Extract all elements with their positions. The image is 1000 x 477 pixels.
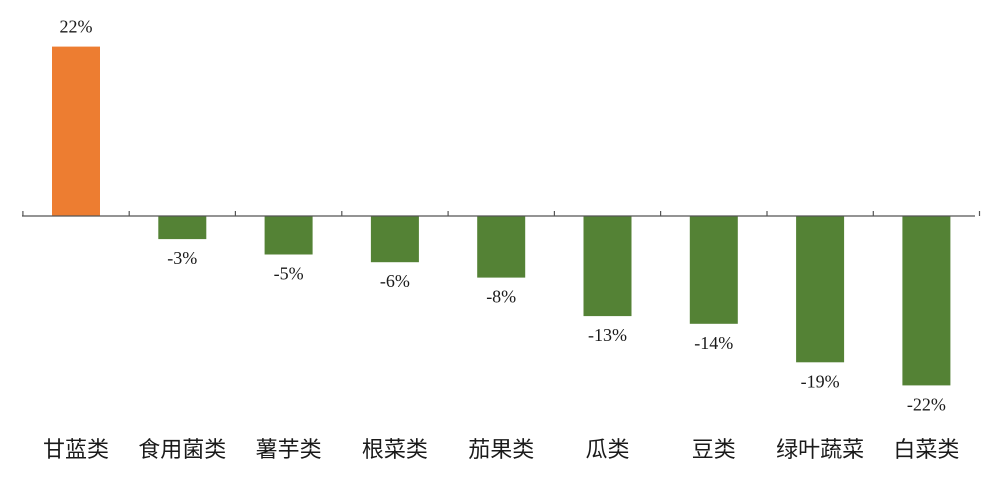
category-label-7: 绿叶蔬菜 bbox=[776, 438, 864, 463]
bar-2 bbox=[264, 216, 313, 255]
category-label-3: 根菜类 bbox=[362, 438, 428, 463]
bar-8 bbox=[902, 216, 951, 386]
data-label-1: -3% bbox=[167, 248, 197, 268]
category-label-5: 瓜类 bbox=[585, 438, 629, 463]
data-label-5: -13% bbox=[588, 325, 627, 345]
bar-4 bbox=[477, 216, 526, 278]
category-label-8: 白菜类 bbox=[893, 438, 959, 463]
category-label-0: 甘蓝类 bbox=[43, 438, 109, 463]
bar-3 bbox=[370, 216, 419, 263]
bar-6 bbox=[689, 216, 738, 324]
bar-1 bbox=[158, 216, 207, 240]
data-label-7: -19% bbox=[801, 371, 840, 391]
data-label-4: -8% bbox=[486, 287, 516, 307]
bars-layer bbox=[52, 46, 951, 386]
data-label-0: 22% bbox=[60, 17, 93, 37]
bar-0 bbox=[52, 46, 100, 216]
category-label-4: 茄果类 bbox=[468, 438, 534, 463]
labels-layer: 22% -3% -5% -6% -8% -13% -14% -19% -22% 甘蓝类 食用菌类 薯芋… bbox=[43, 17, 959, 463]
axis-layer bbox=[22, 211, 981, 217]
data-label-2: -5% bbox=[274, 264, 304, 284]
data-label-3: -6% bbox=[380, 271, 410, 291]
data-label-8: -22% bbox=[907, 394, 946, 414]
category-label-6: 豆类 bbox=[692, 438, 736, 463]
data-label-6: -14% bbox=[694, 333, 733, 353]
bar-5 bbox=[583, 216, 632, 317]
category-label-1: 食用菌类 bbox=[138, 438, 226, 463]
bar-7 bbox=[796, 216, 845, 363]
category-label-2: 薯芋类 bbox=[256, 438, 322, 463]
